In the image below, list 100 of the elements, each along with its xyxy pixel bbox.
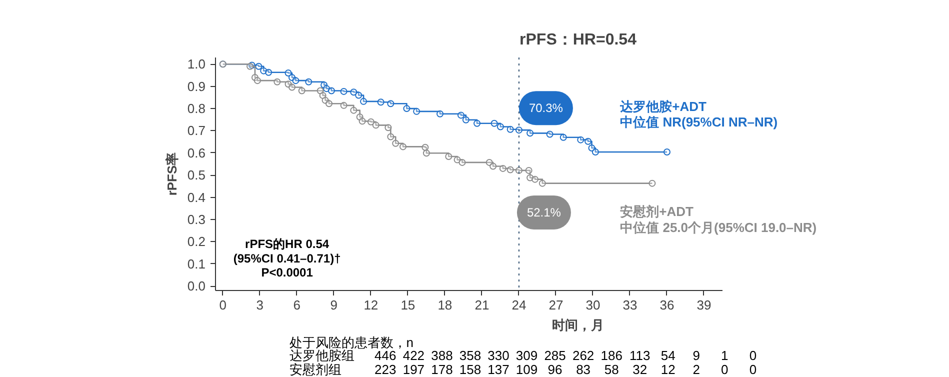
- x-tick-label: 3: [256, 298, 264, 312]
- x-tick-label: 6: [293, 298, 301, 312]
- text: 12: [660, 362, 676, 377]
- point: [328, 87, 335, 94]
- point: [392, 140, 400, 147]
- text: 186: [600, 348, 622, 363]
- point: [506, 166, 514, 174]
- text: 达罗他胺组: [289, 348, 354, 363]
- point: [490, 162, 497, 170]
- x-tick-label: 21: [474, 298, 490, 312]
- text: 178: [431, 362, 453, 377]
- point: [387, 100, 394, 108]
- point: [506, 126, 514, 133]
- point: [350, 88, 358, 96]
- point: [384, 124, 392, 132]
- x-tick-label: 24: [512, 298, 526, 312]
- text: 0: [721, 362, 728, 377]
- point: [526, 130, 534, 137]
- point: [584, 138, 592, 145]
- text: 109: [516, 362, 538, 377]
- point: [372, 122, 380, 129]
- text: 422: [402, 348, 425, 363]
- point: [560, 134, 567, 141]
- y-tick-label: 1.0: [187, 56, 206, 72]
- point: [367, 118, 374, 126]
- point: [462, 116, 470, 124]
- text: 安慰剂组: [289, 362, 342, 377]
- text: 1: [721, 348, 728, 363]
- point: [305, 78, 312, 86]
- point: [546, 130, 554, 138]
- point: [377, 98, 384, 106]
- point: [403, 105, 410, 112]
- annotation: rPFS的HR 0.54: [245, 236, 330, 251]
- text: 54: [660, 348, 676, 363]
- point: [499, 164, 506, 172]
- y-tick-label: 0.3: [187, 212, 206, 227]
- point: [663, 148, 670, 156]
- point: [387, 133, 394, 140]
- point: [255, 62, 262, 70]
- y-tick-label: 0.1: [187, 256, 206, 272]
- text: 309: [516, 348, 538, 363]
- point: [525, 166, 532, 174]
- y-tick-label: 0.4: [187, 190, 206, 205]
- point: [531, 176, 538, 183]
- point: [292, 77, 300, 84]
- text: 388: [431, 348, 453, 363]
- point: [298, 87, 306, 94]
- point: [422, 150, 430, 157]
- y-tick-label: 0.9: [187, 78, 206, 94]
- point: [422, 144, 429, 151]
- point: [436, 110, 444, 118]
- point: [474, 120, 481, 127]
- point: [284, 70, 292, 77]
- text: 2: [692, 362, 700, 377]
- text: 446: [374, 348, 396, 363]
- point: [458, 158, 466, 166]
- series-label: 安慰剂+ADT: [620, 204, 694, 220]
- point: [496, 123, 504, 130]
- annotation: 70.3%: [528, 101, 564, 116]
- y-tick-label: 0.6: [187, 145, 206, 160]
- y-tick-label: 0.8: [187, 101, 206, 116]
- x-tick-label: 33: [622, 298, 638, 312]
- text: 96: [548, 362, 562, 377]
- point: [340, 88, 348, 95]
- text: 358: [459, 348, 482, 363]
- chart-title: rPFS：HR=0.54: [520, 32, 637, 48]
- x-tick-label: 12: [364, 298, 378, 312]
- text: 0: [749, 362, 757, 377]
- point: [325, 100, 332, 108]
- x-tick-label: 0: [219, 298, 227, 312]
- point: [577, 136, 584, 144]
- point: [350, 106, 358, 114]
- annotation: P<0.0001: [261, 266, 314, 280]
- x-tick-label: 27: [548, 298, 564, 312]
- y-tick-label: 0.0: [187, 278, 206, 294]
- text: 处于风险的患者数，n: [289, 335, 414, 350]
- point: [288, 84, 296, 91]
- point: [400, 143, 407, 150]
- point: [538, 180, 546, 187]
- x-axis-title: 时间，月: [552, 318, 604, 332]
- annotation: (95%CI 0.41–0.71)†: [233, 251, 341, 266]
- y-tick-label: 0.7: [187, 123, 206, 138]
- text: 32: [632, 362, 648, 377]
- text: 0: [749, 348, 757, 363]
- text: 330: [488, 348, 510, 363]
- annotation: 中位值 25.0个月(95%CI 19.0–NR): [620, 220, 817, 235]
- text: 9: [692, 348, 700, 363]
- x-tick-label: 15: [400, 298, 416, 312]
- point: [254, 77, 261, 84]
- y-axis-title: rPFS率: [164, 152, 180, 196]
- text: 197: [402, 362, 425, 377]
- x-tick-label: 18: [438, 298, 452, 312]
- point: [413, 108, 420, 115]
- annotation: 中位值 NR(95%CI NR–NR): [620, 114, 778, 130]
- point: [360, 98, 368, 105]
- text: 达罗他胺+ADT: [619, 98, 706, 114]
- point: [592, 148, 599, 156]
- text: 113: [629, 348, 650, 363]
- x-tick-label: 36: [660, 298, 674, 312]
- text: 158: [459, 362, 482, 377]
